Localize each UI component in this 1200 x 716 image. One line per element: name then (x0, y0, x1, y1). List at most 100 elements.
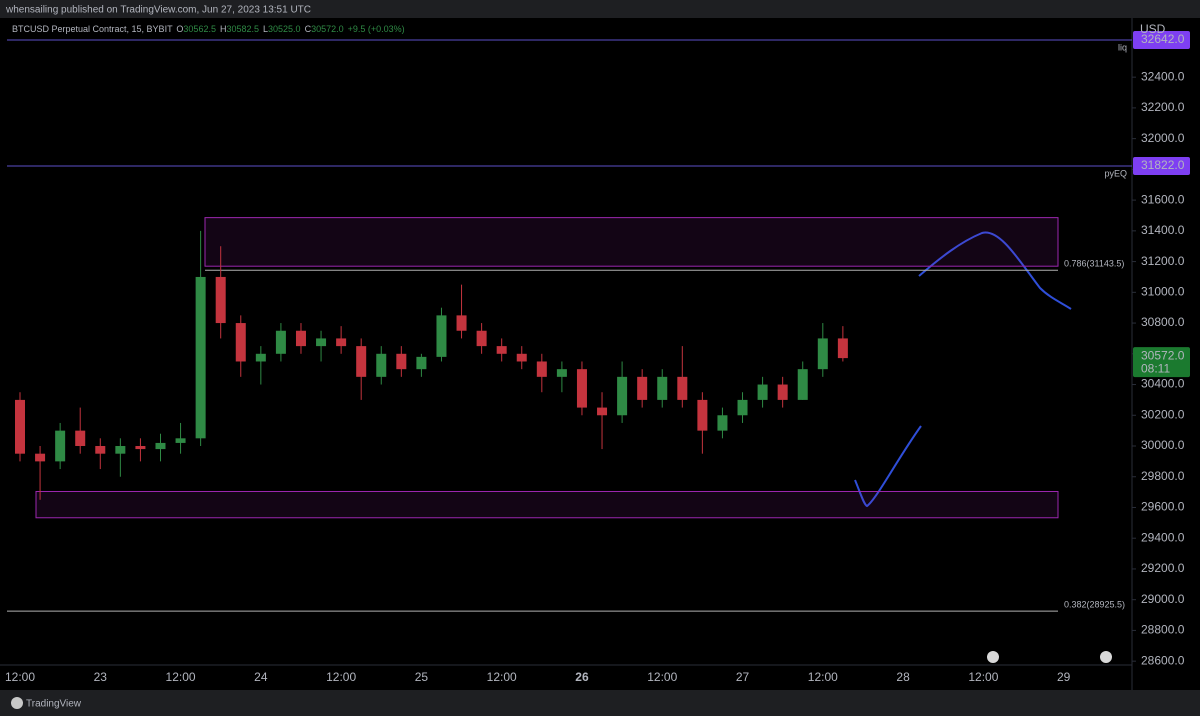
candle-body (456, 315, 467, 331)
ohlc-value: 30572.0 (311, 24, 344, 34)
publisher: whensailing published on TradingView.com… (5, 5, 311, 16)
symbol: BTCUSD Perpetual Contract, 15, BYBIT (12, 24, 173, 34)
candle-body (396, 353, 407, 370)
candle-body (15, 399, 25, 454)
footer-bar (0, 690, 1200, 716)
candle-body (717, 415, 728, 431)
candle-body (175, 438, 186, 443)
change: +9.5 (+0.03%) (348, 24, 405, 34)
y-tick-label: 30400.0 (1141, 377, 1185, 391)
ohlc-value: 30562.5 (183, 24, 216, 34)
candle-body (255, 353, 266, 362)
candle-body (95, 446, 106, 454)
y-tick-label: 30000.0 (1141, 438, 1185, 452)
candle-body (115, 446, 126, 454)
symbol-legend: BTCUSD Perpetual Contract, 15, BYBIT O305… (12, 24, 405, 34)
y-tick-label: 31400.0 (1141, 223, 1185, 237)
candle-body (356, 346, 367, 377)
x-tick-label: 23 (94, 670, 108, 684)
candle-body (195, 276, 206, 439)
zone (35, 490, 1059, 519)
y-tick-label: 29600.0 (1141, 500, 1185, 514)
candle-body (235, 323, 246, 362)
level-label: 32642.0 (1141, 32, 1185, 46)
ohlc-key: C (305, 24, 312, 34)
x-tick-label: 28 (896, 670, 910, 684)
candle-body (597, 407, 608, 416)
fib-label: 0.382(28925.5) (1064, 600, 1125, 610)
zone (204, 217, 1059, 267)
x-tick-label: 26 (575, 670, 589, 684)
level-label: 31822.0 (1141, 158, 1185, 172)
candle-body (436, 315, 447, 357)
candle-body (576, 369, 587, 408)
x-tick-label: 12:00 (808, 670, 838, 684)
x-tick-label: 12:00 (326, 670, 356, 684)
candle-body (215, 276, 226, 324)
event-icon (1100, 651, 1112, 663)
x-tick-label: 24 (254, 670, 268, 684)
y-tick-label: 32200.0 (1141, 100, 1185, 114)
x-tick-label: 27 (736, 670, 750, 684)
currency: USD (1140, 22, 1166, 36)
countdown: 08:11 (1141, 361, 1170, 375)
last-price-label: 30572.0 (1141, 348, 1185, 362)
level-name: pyEQ (1104, 168, 1127, 178)
candle-body (336, 338, 347, 347)
y-tick-label: 32400.0 (1141, 69, 1185, 83)
x-tick-label: 12:00 (166, 670, 196, 684)
brand: TradingView (26, 699, 82, 710)
event-icon (987, 651, 999, 663)
candle-body (556, 369, 567, 377)
candle-body (155, 442, 166, 450)
ohlc-value: 30525.0 (268, 24, 301, 34)
y-tick-label: 31000.0 (1141, 284, 1185, 298)
candle-body (75, 430, 86, 447)
candle-body (757, 384, 768, 400)
candle-body (496, 346, 507, 354)
candle-body (135, 446, 146, 450)
y-tick-label: 28600.0 (1141, 653, 1185, 667)
x-tick-label: 25 (415, 670, 429, 684)
x-tick-label: 29 (1057, 670, 1071, 684)
candle-body (536, 361, 547, 377)
level-name: liq (1118, 42, 1127, 52)
candle-body (55, 430, 66, 462)
candle-body (637, 376, 648, 400)
level-tag (1133, 156, 1190, 175)
x-tick-label: 12:00 (647, 670, 677, 684)
y-tick-label: 29400.0 (1141, 530, 1185, 544)
candle-body (376, 353, 387, 377)
last-price-tag (1133, 347, 1190, 378)
x-tick-label: 12:00 (5, 670, 35, 684)
candle-body (657, 376, 668, 400)
drawing (918, 231, 1072, 310)
y-tick-label: 29200.0 (1141, 561, 1185, 575)
y-tick-label: 30800.0 (1141, 315, 1185, 329)
x-tick-label: 12:00 (968, 670, 998, 684)
candle-body (617, 376, 628, 416)
candle-body (777, 384, 788, 400)
y-tick-label: 30200.0 (1141, 407, 1185, 421)
ohlc-value: 30582.5 (226, 24, 259, 34)
y-tick-label: 29000.0 (1141, 592, 1185, 606)
candle-body (476, 330, 487, 347)
candle-body (416, 356, 427, 370)
fib-label: 0.786(31143.5) (1064, 259, 1124, 269)
candle-body (516, 353, 527, 362)
candle-body (677, 376, 688, 400)
level-tag (1133, 30, 1190, 49)
ohlc-key: L (263, 24, 268, 34)
y-tick-label: 31200.0 (1141, 254, 1185, 268)
candle-body (295, 330, 306, 347)
candle-body (797, 369, 808, 400)
logo (11, 697, 23, 709)
header-bar (0, 0, 1200, 18)
candle-body (275, 330, 286, 354)
y-tick-label: 28800.0 (1141, 623, 1185, 637)
y-tick-label: 31600.0 (1141, 192, 1185, 206)
y-tick-label: 29800.0 (1141, 469, 1185, 483)
